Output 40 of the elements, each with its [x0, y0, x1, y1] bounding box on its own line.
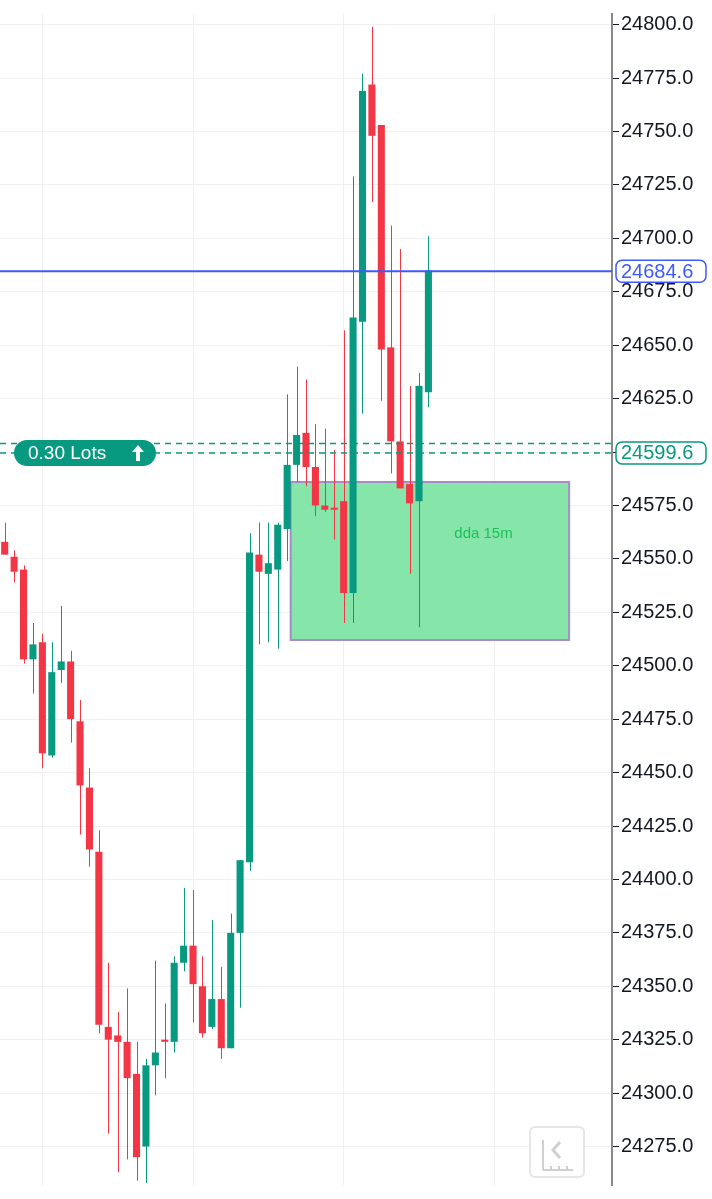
y-tick-label: 24700.0 — [621, 225, 694, 248]
ref-line-label: 24684.6 — [621, 259, 694, 282]
y-tick-label: 24475.0 — [621, 706, 694, 729]
y-tick-label: 24400.0 — [621, 866, 694, 889]
y-tick-label: 24550.0 — [621, 546, 694, 569]
y-tick-label: 24625.0 — [621, 386, 694, 409]
y-tick-label: 24500.0 — [621, 653, 694, 676]
y-tick-label: 24300.0 — [621, 1080, 694, 1103]
y-tick-label: 24375.0 — [621, 920, 694, 943]
y-tick-label: 24275.0 — [621, 1134, 694, 1157]
y-tick-label: 24675.0 — [621, 279, 694, 302]
y-tick-label: 24525.0 — [621, 599, 694, 622]
y-tick-label: 24425.0 — [621, 813, 694, 836]
candlestick — [406, 385, 414, 575]
candlestick — [161, 1002, 169, 1079]
y-tick-label: 24800.0 — [621, 12, 694, 35]
candlestick — [29, 622, 37, 695]
y-tick-label: 24650.0 — [621, 332, 694, 355]
y-tick-label: 24325.0 — [621, 1027, 694, 1050]
annotation: 0.30 Lots — [28, 441, 107, 463]
band-label: dda 15m — [454, 524, 513, 542]
candlestick — [321, 428, 329, 513]
candlestick — [180, 887, 188, 972]
y-tick-label: 24350.0 — [621, 973, 694, 996]
candlestick — [151, 960, 159, 1096]
y-tick-label: 24575.0 — [621, 492, 694, 515]
y-tick-label: 24750.0 — [621, 119, 694, 142]
y-tick-label: 24725.0 — [621, 172, 694, 195]
candlestick — [1, 522, 9, 556]
pill-tag: 0.30 Lots — [14, 439, 156, 466]
candlestick — [10, 549, 18, 583]
candlestick — [264, 522, 272, 643]
ref-line-label: 24599.6 — [621, 441, 694, 464]
candlestick — [330, 449, 338, 541]
y-tick-label: 24775.0 — [621, 65, 694, 88]
candlestick — [104, 962, 112, 1135]
y-tick-label: 24450.0 — [621, 760, 694, 783]
candlestick — [114, 1011, 122, 1173]
candlestick — [57, 605, 65, 684]
candlestick — [255, 522, 263, 645]
